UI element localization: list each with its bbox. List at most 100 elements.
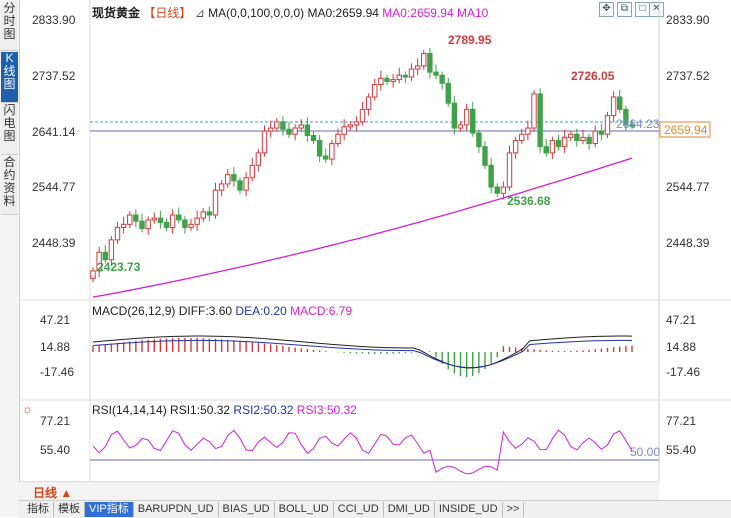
price-axis-label: 2448.39	[666, 236, 710, 250]
tab-kline[interactable]: K线图	[1, 52, 18, 103]
indicator-tab[interactable]: VIP指标	[85, 502, 134, 517]
candle-body	[580, 136, 586, 141]
high-right-label: 2726.05	[571, 69, 615, 83]
tab-flash[interactable]: 闪电图	[1, 104, 18, 155]
candle-body	[555, 139, 562, 148]
candle-body	[378, 77, 384, 86]
candle-body	[519, 133, 525, 141]
tab-timeshare-label: 分时图	[3, 1, 16, 41]
price-axis-label: 2833.90	[666, 13, 710, 27]
candle-body	[494, 186, 500, 194]
ma-settings-icon[interactable]: ⊿	[194, 6, 205, 20]
indicator-tab[interactable]: BIAS_UD	[219, 502, 275, 517]
move-icon[interactable]: ✥	[599, 2, 614, 17]
indicator-tab[interactable]: 模板	[54, 502, 85, 517]
indicator-tab[interactable]: BOLL_UD	[275, 502, 334, 517]
rsi-level-label: 50.00	[630, 445, 660, 459]
candle-body	[310, 134, 317, 141]
rsi-axis-label-left: 77.21	[40, 414, 70, 428]
candle-body	[549, 139, 556, 154]
candle-body	[451, 102, 458, 129]
candle-body	[127, 214, 133, 225]
tab-contract-info[interactable]: 合约资料	[1, 156, 18, 215]
candle-body	[372, 84, 378, 98]
indicator-tab[interactable]: BARUPDN_UD	[134, 502, 219, 517]
indicator-tab[interactable]: CCI_UD	[334, 502, 384, 517]
close-icon[interactable]: ✕	[649, 2, 664, 17]
candle-body	[169, 214, 176, 228]
candle-body	[163, 221, 170, 228]
ma-tag-label: 2659.94	[664, 123, 708, 137]
chart-canvas[interactable]: 2833.902833.902737.522737.522641.142641.…	[0, 0, 731, 500]
macd-axis-label-left: 47.21	[40, 313, 70, 327]
macd-axis-label-left: 14.88	[40, 340, 70, 354]
candle-body	[439, 74, 445, 84]
candle-body	[537, 93, 543, 148]
price-axis-label-left: 2737.52	[32, 69, 76, 83]
candle-body	[617, 96, 623, 110]
rsi-axis-label: 77.21	[666, 414, 696, 428]
candle-body	[292, 127, 298, 135]
rsi-header-part: RSI1:50.32	[167, 403, 231, 417]
candle-body	[482, 146, 488, 166]
candle-body	[188, 223, 194, 228]
price-axis-label: 2544.77	[666, 180, 710, 194]
candle-body	[139, 220, 145, 230]
indicator-tab[interactable]: DMI_UD	[384, 502, 435, 517]
candle-body	[457, 124, 464, 129]
price-axis-label-left: 2641.14	[32, 125, 76, 139]
indicator-tab[interactable]: INSIDE_UD	[435, 502, 503, 517]
candle-body	[298, 124, 304, 129]
macd-axis-label: -17.46	[666, 365, 700, 379]
indicator-tab[interactable]: >>	[503, 502, 525, 517]
candle-body	[592, 130, 598, 145]
candle-body	[421, 52, 427, 67]
low-left-label: 2423.73	[97, 260, 141, 274]
candle-body	[133, 214, 139, 222]
price-axis-label: 2737.52	[666, 69, 710, 83]
candle-body	[574, 133, 580, 141]
candle-body	[120, 223, 127, 228]
candle-body	[629, 124, 635, 127]
candle-body	[255, 152, 262, 166]
rsi-header-part: RSI2:50.32	[230, 403, 294, 417]
period-selector[interactable]: 日线 ▲	[33, 486, 73, 500]
candle-body	[347, 124, 353, 128]
candle-body	[145, 219, 151, 230]
diff-line	[92, 335, 633, 369]
candle-body	[384, 77, 390, 82]
candle-body	[525, 127, 531, 135]
candle-body	[304, 124, 311, 136]
rsi-axis-label-left: 55.40	[40, 443, 70, 457]
candle-body	[463, 108, 470, 126]
macd-axis-label: 47.21	[666, 313, 696, 327]
price-axis-label-left: 2448.39	[32, 236, 76, 250]
candle-body	[433, 71, 439, 76]
candle-body	[182, 219, 188, 228]
macd-header-part: DIFF:3.60	[175, 304, 232, 318]
candles	[90, 47, 635, 283]
indicator-tab[interactable]: 指标	[23, 502, 54, 517]
candle-body	[323, 155, 329, 160]
ma10-label: MA10	[457, 6, 489, 20]
candle-body	[286, 128, 292, 135]
rsi-header-part: RSI(14,14,14)	[92, 403, 167, 417]
left-tab-strip: 分时图 K线图 闪电图 合约资料	[0, 0, 20, 517]
tab-contract-info-label: 合约资料	[3, 155, 16, 208]
tab-timeshare[interactable]: 分时图	[1, 2, 18, 51]
candle-body	[402, 74, 409, 78]
candle-body	[610, 96, 617, 117]
candle-body	[231, 174, 237, 182]
candle-body	[249, 164, 255, 179]
candle-body	[561, 136, 568, 148]
restore-icon[interactable]: ⧉	[617, 2, 632, 17]
price-axis-label-left: 2544.77	[32, 180, 76, 194]
candle-body	[206, 211, 213, 216]
rsi-settings-icon[interactable]: ☼	[22, 402, 33, 416]
candle-body	[280, 121, 286, 130]
candle-body	[512, 139, 519, 154]
candle-body	[151, 217, 157, 221]
candle-body	[335, 133, 341, 145]
candle-body	[218, 183, 225, 191]
candle-body	[341, 126, 347, 135]
